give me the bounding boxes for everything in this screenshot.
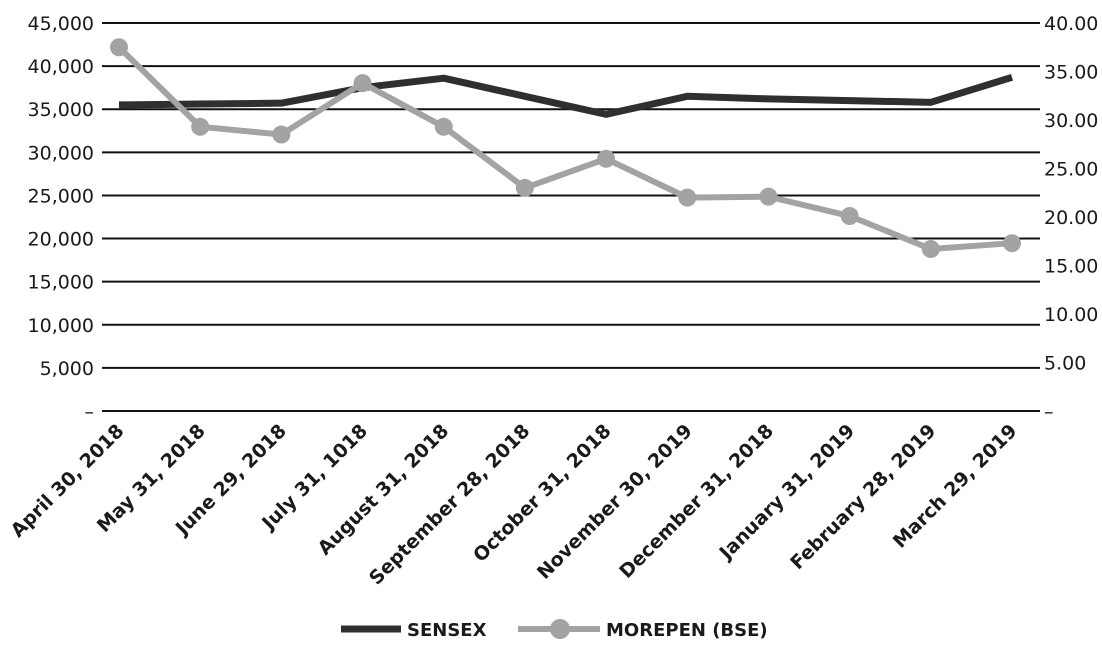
series-point-morepen-bse	[921, 240, 940, 259]
legend-marker-morepen-bse	[550, 619, 570, 639]
right-tick-label: 30.00	[1044, 110, 1098, 132]
series-point-morepen-bse	[678, 188, 697, 207]
series-point-morepen-bse	[840, 207, 859, 226]
series-point-morepen-bse	[1003, 234, 1021, 253]
left-tick-label: 45,000	[28, 13, 94, 35]
series-point-morepen-bse	[434, 117, 453, 136]
series-point-morepen-bse	[110, 38, 128, 57]
left-tick-label: 20,000	[28, 229, 94, 251]
series-point-morepen-bse	[597, 149, 616, 168]
left-tick-label: 35,000	[28, 99, 94, 121]
legend-label-morepen-bse: MOREPEN (BSE)	[606, 620, 768, 641]
left-tick-label: 10,000	[28, 315, 94, 337]
legend-label-sensex: SENSEX	[407, 620, 487, 641]
left-tick-label: 40,000	[28, 56, 94, 78]
right-tick-label: 35.00	[1044, 62, 1098, 84]
x-tick-label: November 30, 2019	[533, 420, 697, 584]
legend: SENSEX MOREPEN (BSE)	[341, 619, 768, 641]
series-point-morepen-bse	[191, 117, 210, 136]
right-tick-label: 25.00	[1044, 159, 1098, 181]
left-tick-label: 30,000	[28, 142, 94, 164]
right-tick-label: 5.00	[1044, 353, 1086, 375]
gridlines	[102, 22, 1040, 412]
series-point-morepen-bse	[272, 125, 291, 144]
x-tick-label: February 28, 2019	[786, 420, 940, 574]
series-line-sensex	[118, 73, 1014, 118]
right-tick-label: 15.00	[1044, 256, 1098, 278]
left-tick-label: 25,000	[28, 185, 94, 207]
x-tick-label: December 31, 2018	[615, 420, 778, 583]
x-tick-label: September 28, 2018	[365, 420, 534, 589]
right-tick-label: 40.00	[1044, 13, 1098, 35]
series-point-morepen-bse	[353, 74, 372, 93]
series-line-morepen-bse	[116, 45, 1013, 253]
x-tick-label: October 31, 2018	[469, 420, 616, 567]
right-tick-label: –	[1044, 401, 1054, 423]
series-layer	[110, 38, 1021, 259]
x-tick-label: January 31, 2019	[714, 420, 859, 565]
right-axis-tick-labels: – 5.00 10.00 15.00 20.00 25.00 30.00 35.00 40.00	[1044, 13, 1098, 423]
left-tick-label: 5,000	[40, 358, 94, 380]
left-axis-tick-labels: – 5,000 10,000 15,000 20,000 25,000 30,000 35,0…	[28, 13, 94, 423]
series-point-morepen-bse	[759, 187, 778, 206]
series-point-morepen-bse	[515, 178, 534, 197]
right-tick-label: 20.00	[1044, 207, 1098, 229]
left-tick-label: –	[85, 401, 95, 423]
left-tick-label: 15,000	[28, 272, 94, 294]
right-tick-label: 10.00	[1044, 304, 1098, 326]
